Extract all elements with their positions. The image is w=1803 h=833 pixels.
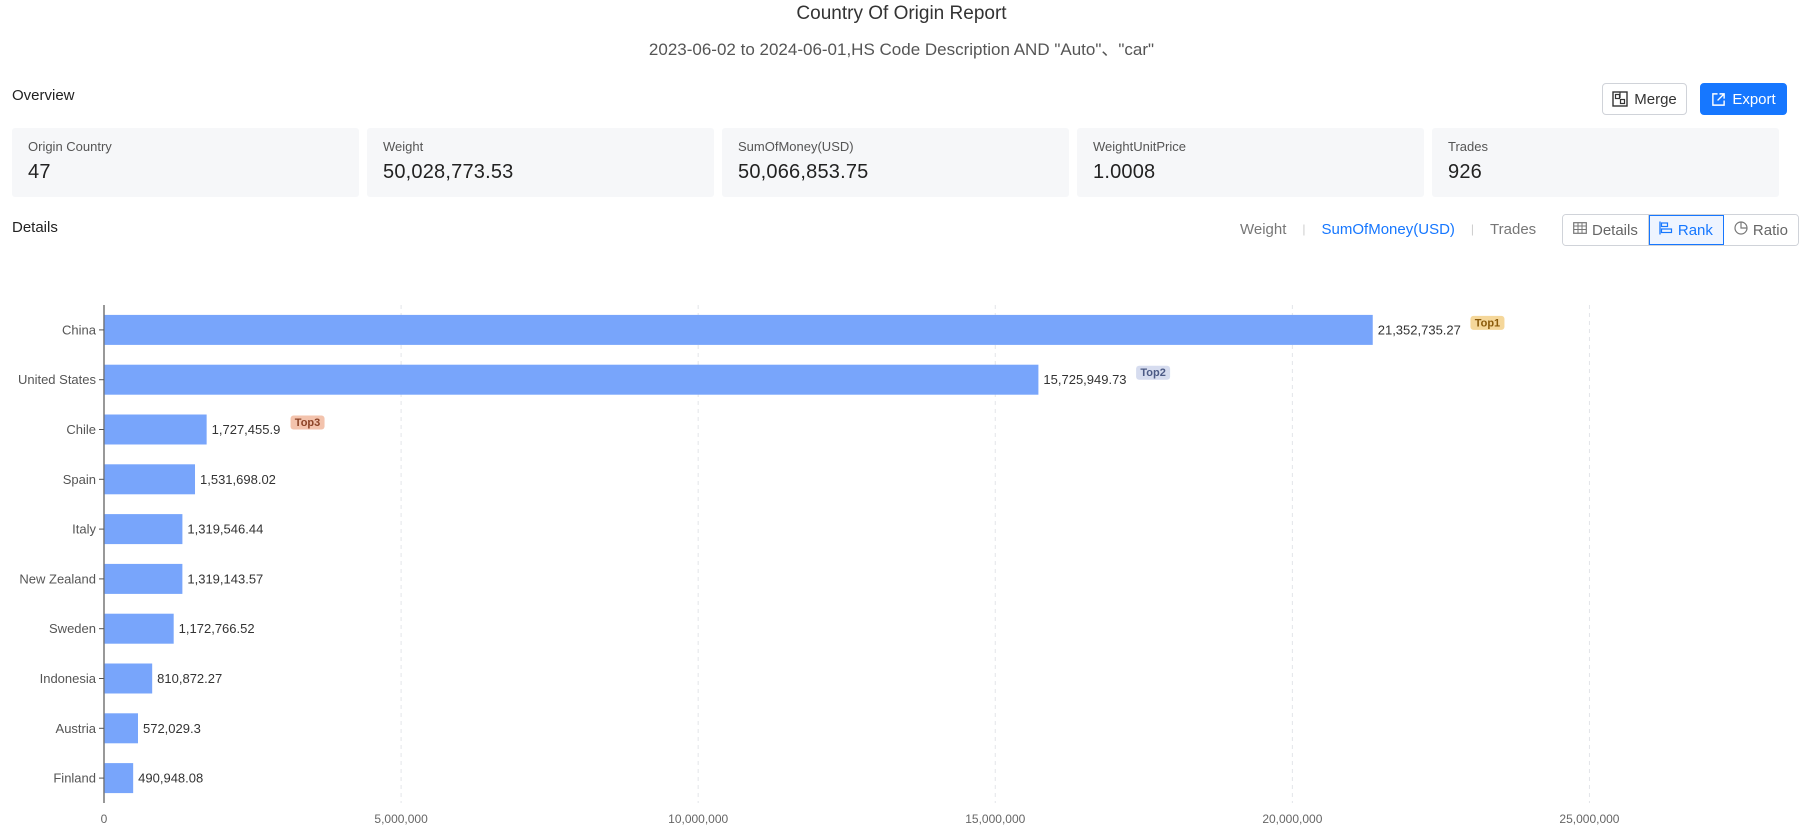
rank-badge-label: Top1 [1475, 317, 1500, 329]
value-label: 810,872.27 [157, 671, 222, 686]
stat-value: 50,028,773.53 [383, 161, 514, 183]
rank-badge [1136, 365, 1171, 380]
report-title: Country Of Origin Report [796, 3, 1007, 24]
rank-badge-label: Top2 [1140, 367, 1165, 379]
x-tick-label: 0 [101, 812, 108, 826]
tab-separator: | [1470, 222, 1475, 236]
view-ratio-button[interactable]: Ratio [1723, 215, 1798, 245]
metric-tabs: Weight | SumOfMoney(USD) | Trades [1240, 219, 1536, 239]
details-heading: Details [12, 219, 58, 236]
stat-card-origin-country: Origin Country 47 [12, 128, 359, 197]
bar [104, 613, 174, 644]
bar [104, 514, 183, 545]
value-label: 1,531,698.02 [200, 472, 276, 487]
x-tick-label: 20,000,000 [1262, 812, 1322, 826]
category-label: United States [18, 372, 97, 387]
value-label: 1,319,546.44 [187, 522, 263, 537]
category-label: Sweden [49, 621, 96, 636]
category-label: New Zealand [19, 571, 96, 586]
stat-value: 50,066,853.75 [738, 161, 869, 183]
x-tick-label: 25,000,000 [1559, 812, 1619, 826]
stat-card-weight: Weight 50,028,773.53 [367, 128, 714, 197]
bar [104, 663, 153, 694]
value-label: 1,319,143.57 [187, 571, 263, 586]
stat-card-sum-of-money: SumOfMoney(USD) 50,066,853.75 [722, 128, 1069, 197]
stat-label: Weight [383, 139, 424, 154]
view-rank-button[interactable]: Rank [1648, 215, 1724, 245]
stat-label: SumOfMoney(USD) [738, 139, 854, 154]
stat-label: Origin Country [28, 139, 112, 154]
category-label: Chile [66, 422, 96, 437]
tab-separator: | [1302, 222, 1306, 236]
value-label: 490,948.08 [138, 771, 203, 786]
x-tick-label: 5,000,000 [374, 812, 428, 826]
category-label: Austria [56, 721, 97, 736]
category-label: Indonesia [40, 671, 97, 686]
merge-label: Merge [1634, 90, 1677, 108]
rank-badge [290, 415, 325, 430]
view-details-button[interactable]: Details [1563, 215, 1649, 245]
rank-badge-label: Top3 [295, 417, 320, 429]
tab-trades[interactable]: Trades [1490, 220, 1537, 238]
view-details-label: Details [1592, 221, 1638, 239]
merge-button[interactable]: Merge [1602, 83, 1687, 115]
overview-heading: Overview [12, 87, 75, 104]
table-icon [1573, 221, 1587, 239]
bar [104, 414, 207, 445]
stat-value: 1.0008 [1093, 161, 1156, 183]
bar [104, 364, 1039, 395]
value-label: 21,352,735.27 [1378, 322, 1461, 337]
view-switcher: Details Rank Ratio [1562, 214, 1799, 246]
pie-icon [1734, 221, 1748, 239]
export-button[interactable]: Export [1700, 83, 1787, 115]
bar [104, 563, 183, 594]
view-rank-label: Rank [1677, 221, 1713, 239]
stat-value: 47 [28, 161, 51, 183]
rank-badge [1470, 315, 1505, 330]
stat-value: 926 [1448, 161, 1482, 183]
category-label: China [62, 322, 97, 337]
merge-icon [1612, 91, 1628, 107]
category-label: Italy [72, 522, 96, 537]
export-label: Export [1732, 90, 1776, 108]
value-label: 1,727,455.9 [212, 422, 281, 437]
bar-rank-icon [1659, 221, 1673, 239]
category-label: Finland [53, 771, 96, 786]
bar [104, 464, 196, 495]
view-ratio-label: Ratio [1752, 221, 1788, 239]
value-label: 15,725,949.73 [1043, 372, 1126, 387]
bar [104, 314, 1373, 345]
tab-sum-of-money[interactable]: SumOfMoney(USD) [1321, 220, 1455, 238]
tab-weight[interactable]: Weight [1240, 220, 1287, 238]
bar [104, 763, 134, 794]
stat-card-weight-unit-price: WeightUnitPrice 1.0008 [1077, 128, 1424, 197]
x-tick-label: 15,000,000 [965, 812, 1025, 826]
report-subtitle: 2023-06-02 to 2024-06-01,HS Code Descrip… [648, 40, 1155, 59]
stat-card-trades: Trades 926 [1432, 128, 1779, 197]
stat-label: Trades [1448, 139, 1488, 154]
export-icon [1711, 92, 1726, 107]
category-label: Spain [63, 472, 96, 487]
value-label: 572,029.3 [143, 721, 201, 736]
stat-label: WeightUnitPrice [1093, 139, 1186, 154]
bar [104, 713, 138, 744]
x-tick-label: 10,000,000 [668, 812, 728, 826]
value-label: 1,172,766.52 [179, 621, 255, 636]
